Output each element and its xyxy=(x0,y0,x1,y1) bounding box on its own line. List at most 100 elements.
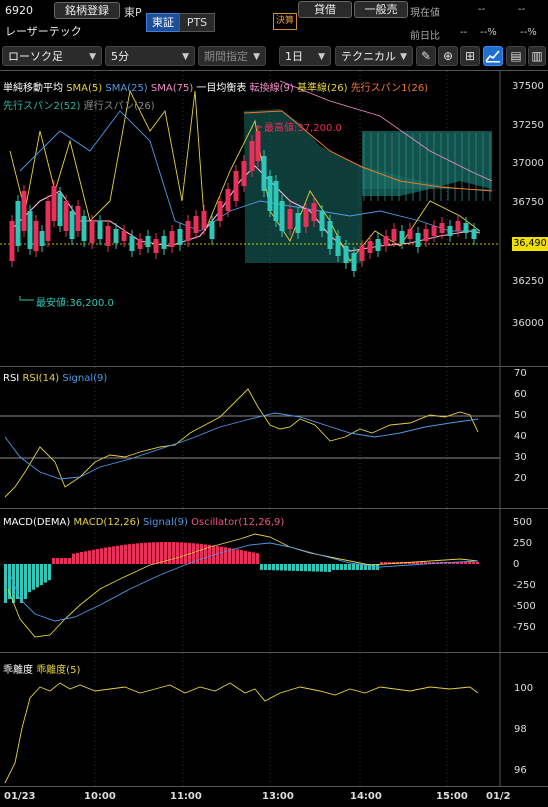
candle xyxy=(351,253,357,271)
candle xyxy=(471,229,477,239)
x-tick: 11:00 xyxy=(170,791,202,802)
rsi-panel[interactable]: RSI RSI(14) Signal(9) 70 60 50 40 30 20 xyxy=(0,366,548,509)
macd-panel[interactable]: MACD(DEMA) MACD(12,26) Signal(9) Oscilla… xyxy=(0,508,548,653)
y-tick: 37000 xyxy=(512,158,544,169)
tab-tosho[interactable]: 東証 xyxy=(146,13,180,32)
oscillator-bar xyxy=(280,564,283,571)
candle xyxy=(209,221,215,239)
chevron-down-icon: ▼ xyxy=(318,52,325,62)
oscillator-bar xyxy=(364,564,367,570)
oscillator-bar xyxy=(420,562,423,564)
settlement-badge: 決算 xyxy=(273,13,297,30)
oscillator-bar xyxy=(224,547,227,564)
y-tick: 96 xyxy=(514,765,527,776)
oscillator-bar xyxy=(284,564,287,571)
candle xyxy=(343,246,349,263)
grid-icon[interactable]: ⊞ xyxy=(460,46,480,66)
candle xyxy=(399,231,405,243)
x-axis: 01/23 10:00 11:00 13:00 14:00 15:00 01/2 xyxy=(0,786,548,807)
macd-chart[interactable] xyxy=(0,509,548,653)
days-value: 1日 xyxy=(285,50,303,63)
candle xyxy=(201,211,207,229)
oscillator-bar xyxy=(184,542,187,564)
oscillator-bar xyxy=(144,542,147,564)
interval-value: 5分 xyxy=(111,50,129,63)
candle xyxy=(81,216,87,241)
period-value: 期間指定 xyxy=(204,50,248,63)
tab-pts[interactable]: PTS xyxy=(179,13,215,32)
days-select[interactable]: 1日 ▼ xyxy=(279,46,331,66)
oscillator-bar xyxy=(128,544,131,564)
oscillator-bar xyxy=(4,564,7,603)
layout-icon[interactable]: ▥ xyxy=(528,46,546,66)
save-icon[interactable]: ▤ xyxy=(506,46,526,66)
y-tick: 37500 xyxy=(512,81,544,92)
oscillator-bar xyxy=(356,564,359,570)
y-tick: 98 xyxy=(514,724,527,735)
tab-ippanuri[interactable]: 一般売 xyxy=(354,1,408,18)
oscillator-bar xyxy=(384,562,387,564)
pen-icon[interactable]: ✎ xyxy=(416,46,436,66)
current-price-unit: -- xyxy=(518,4,526,15)
candle xyxy=(295,213,301,233)
high-price-label: 最高値:37,200.0 xyxy=(264,123,342,134)
oscillator-bar xyxy=(136,543,139,564)
sma75-line xyxy=(279,80,493,182)
candle xyxy=(249,141,255,171)
oscillator-bar xyxy=(416,562,419,564)
legend-sma5: SMA(5) xyxy=(66,83,103,94)
interval-select[interactable]: 5分 ▼ xyxy=(105,46,195,66)
oscillator-bar xyxy=(452,562,455,564)
x-tick: 10:00 xyxy=(84,791,116,802)
candle xyxy=(193,216,199,233)
deviation-panel[interactable]: 乖離度 乖離度(5) 100 98 96 xyxy=(0,652,548,787)
candle xyxy=(105,226,111,246)
chart-type-select[interactable]: ローソク足 ▼ xyxy=(2,46,102,66)
candle xyxy=(335,236,341,256)
oscillator-bar xyxy=(428,562,431,564)
oscillator-bar xyxy=(40,564,43,585)
candle xyxy=(279,201,285,231)
oscillator-bar xyxy=(240,550,243,564)
header: 6920 銘柄登録 東P レーザーテック 東証 PTS 決算 貸借 一般売 現在… xyxy=(0,0,548,42)
deviation-chart[interactable] xyxy=(0,653,548,787)
oscillator-bar xyxy=(296,564,299,571)
oscillator-bar xyxy=(272,564,275,571)
chart-type-value: ローソク足 xyxy=(8,50,63,63)
oscillator-bar xyxy=(20,564,23,603)
candle xyxy=(225,189,231,211)
chart-toolbar: ローソク足 ▼ 5分 ▼ 期間指定 ▼ 1日 ▼ テクニカル ▼ ✎ ⊕ ⊞ ▤ ▥ xyxy=(0,44,548,68)
legend-chikou: 遅行スパン(26) xyxy=(83,101,155,112)
zoom-icon[interactable]: ⊕ xyxy=(438,46,458,66)
price-chart[interactable] xyxy=(0,71,548,367)
oscillator-bar xyxy=(448,562,451,564)
oscillator-bar xyxy=(424,562,427,564)
oscillator-bar xyxy=(8,564,11,599)
current-price-label: 現在値 xyxy=(410,8,440,19)
candle xyxy=(63,201,69,231)
rsi-signal-line xyxy=(4,412,479,480)
register-stock-button[interactable]: 銘柄登録 xyxy=(54,2,120,19)
oscillator-bar xyxy=(120,545,123,564)
y-tick: 250 xyxy=(513,538,533,549)
oscillator-bar xyxy=(388,562,391,564)
y-tick: -250 xyxy=(513,580,536,591)
chevron-down-icon: ▼ xyxy=(89,52,96,62)
stock-name: レーザーテック xyxy=(5,25,82,38)
price-legend-row1: 単純移動平均 SMA(5) SMA(25) SMA(75) 一目均衡表 転換線(… xyxy=(3,79,428,94)
candle xyxy=(45,201,51,241)
oscillator-bar xyxy=(124,544,127,564)
candle xyxy=(137,239,143,249)
tab-taishaku[interactable]: 貸借 xyxy=(298,1,352,18)
candle xyxy=(415,233,421,247)
candle xyxy=(15,201,21,246)
chevron-down-icon: ▼ xyxy=(253,52,260,62)
chart-style-icon[interactable] xyxy=(483,46,503,66)
period-select[interactable]: 期間指定 ▼ xyxy=(198,46,266,66)
price-panel[interactable]: 単純移動平均 SMA(5) SMA(25) SMA(75) 一目均衡表 転換線(… xyxy=(0,70,548,367)
candle xyxy=(113,229,119,243)
oscillator-bar xyxy=(76,552,79,564)
rsi-chart[interactable] xyxy=(0,367,548,509)
technical-select[interactable]: テクニカル ▼ xyxy=(335,46,413,66)
candle xyxy=(39,231,45,246)
